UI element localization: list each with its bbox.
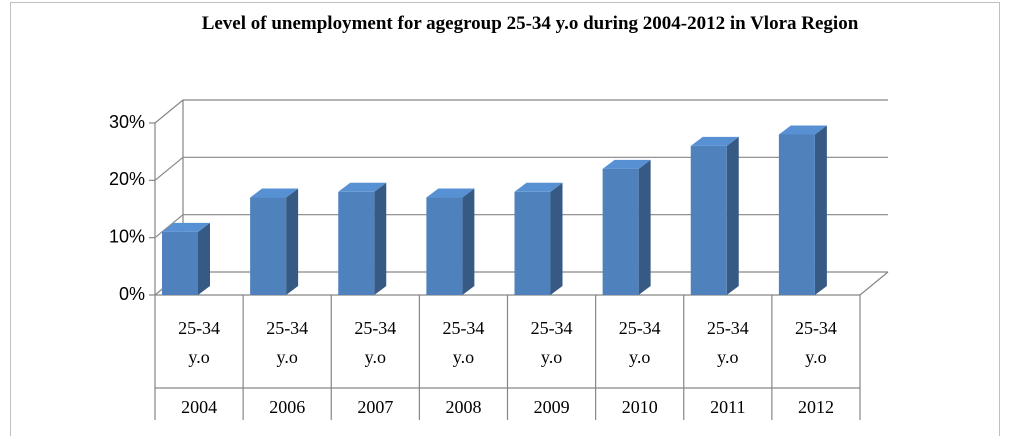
bar-top (338, 182, 387, 192)
category-group-label: 25-34 y.o (178, 318, 221, 367)
bar (162, 231, 198, 295)
grid-line (154, 99, 888, 124)
bar-side (638, 159, 651, 295)
x-tick-label: 2009 (533, 396, 570, 417)
bar-top (690, 136, 739, 146)
bar-side (550, 182, 563, 295)
category-group-label: 25-34 y.o (794, 318, 837, 367)
bar-side (726, 136, 739, 295)
bar-top (162, 222, 210, 232)
bar (602, 168, 639, 295)
bar-side (286, 188, 299, 295)
grid-line (154, 214, 888, 239)
category-group-label: 25-34 y.o (354, 318, 397, 367)
category-group-label: 25-34 y.o (618, 318, 661, 367)
bar-top (426, 188, 475, 198)
bar (514, 191, 551, 295)
chart-title: Level of unemployment for agegroup 25-34… (201, 13, 859, 34)
x-tick-label: 2011 (710, 396, 746, 417)
bar (338, 191, 375, 295)
category-group-label: 25-34 y.o (266, 318, 309, 367)
x-tick-label: 2008 (445, 396, 482, 417)
bar (250, 197, 287, 295)
y-tick-label: 10% (109, 226, 145, 246)
bar (426, 197, 463, 295)
bar-side (814, 125, 827, 295)
category-group-label: 25-34 y.o (706, 318, 749, 367)
bar-top (602, 159, 651, 169)
bar (778, 134, 815, 295)
x-tick-label: 2012 (797, 396, 834, 417)
y-tick-label: 30% (109, 112, 145, 132)
bar-side (374, 182, 387, 295)
y-tick-label: 20% (109, 169, 145, 189)
x-tick-label: 2007 (357, 396, 394, 417)
x-tick-label: 2010 (621, 396, 658, 417)
bar-side (462, 188, 475, 295)
bar-top (514, 182, 563, 192)
y-tick-label: 0% (119, 284, 145, 304)
bar-side (198, 222, 210, 295)
bar-top (778, 125, 827, 135)
grid-line (154, 156, 888, 181)
x-tick-label: 2004 (181, 396, 218, 417)
bar-top (250, 188, 299, 198)
x-tick-label: 2006 (269, 396, 306, 417)
bar (690, 145, 727, 295)
chart-frame (10, 2, 1000, 436)
category-group-label: 25-34 y.o (442, 318, 485, 367)
category-group-label: 25-34 y.o (530, 318, 573, 367)
